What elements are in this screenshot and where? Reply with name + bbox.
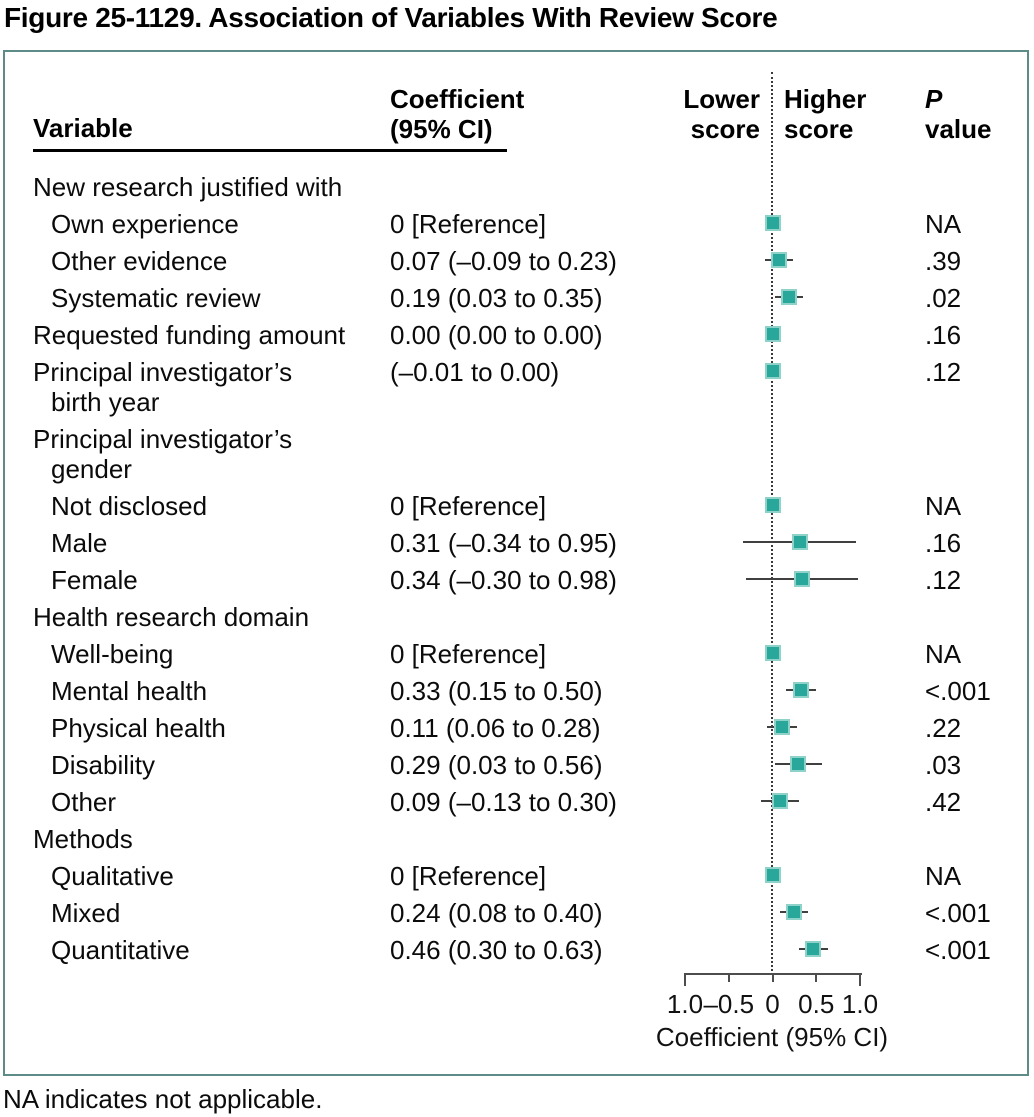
row-coefficient: 0 [Reference]	[390, 209, 547, 239]
forest-marker	[794, 571, 811, 587]
forest-marker	[764, 363, 781, 379]
row-p-value: NA	[925, 491, 962, 521]
row-p-value: .12	[925, 565, 962, 595]
row-label: Male	[51, 528, 108, 558]
row-label: Well-being	[51, 639, 174, 669]
forest-marker	[764, 326, 781, 342]
forest-marker	[774, 719, 791, 735]
x-axis-tick	[859, 973, 861, 986]
figure-footnote: NA indicates not applicable.	[3, 1084, 323, 1114]
row-p-value: <.001	[925, 935, 991, 965]
column-header-coefficient: Coefficient (95% CI)	[390, 84, 525, 144]
row-label: Physical health	[51, 713, 226, 743]
row-label: Mental health	[51, 676, 208, 706]
forest-marker	[764, 497, 781, 513]
row-label-line2: gender	[51, 454, 132, 484]
row-coefficient: 0 [Reference]	[390, 639, 547, 669]
row-p-value: .16	[925, 528, 962, 558]
forest-marker	[793, 682, 810, 698]
x-axis-title: Coefficient (95% CI)	[655, 1022, 889, 1052]
row-p-value: .03	[925, 750, 962, 780]
figure-title: Figure 25-1129. Association of Variables…	[4, 2, 778, 33]
row-p-value: NA	[925, 639, 962, 669]
plot-header-higher-score: Higher score	[784, 84, 867, 144]
row-label: Own experience	[51, 209, 239, 239]
forest-marker	[791, 534, 808, 550]
row-coefficient: 0.31 (–0.34 to 0.95)	[390, 528, 617, 558]
row-coefficient: 0.46 (0.30 to 0.63)	[390, 935, 603, 965]
x-axis-tick-label: 1.0	[841, 989, 879, 1019]
row-coefficient: 0 [Reference]	[390, 491, 547, 521]
zero-reference-line	[771, 72, 773, 975]
forest-marker	[764, 215, 781, 231]
row-label: Principal investigator’s	[33, 424, 293, 454]
header-rule	[33, 149, 507, 152]
x-axis-tick	[771, 973, 774, 982]
figure-frame	[3, 50, 1029, 1076]
row-coefficient: 0.19 (0.03 to 0.35)	[390, 283, 603, 313]
forest-marker	[772, 793, 789, 809]
row-coefficient: 0.07 (–0.09 to 0.23)	[390, 246, 617, 276]
row-p-value: .16	[925, 320, 962, 350]
row-p-value: .02	[925, 283, 962, 313]
row-label: Other evidence	[51, 246, 228, 276]
row-label-line2: birth year	[51, 387, 160, 417]
row-p-value: .39	[925, 246, 962, 276]
row-p-value: .22	[925, 713, 962, 743]
row-p-value: <.001	[925, 898, 991, 928]
forest-marker	[785, 904, 802, 920]
row-coefficient: 0.34 (–0.30 to 0.98)	[390, 565, 617, 595]
row-p-value: NA	[925, 861, 962, 891]
row-coefficient: (–0.01 to 0.00)	[390, 357, 560, 387]
x-axis-tick	[727, 973, 730, 982]
row-coefficient: 0.24 (0.08 to 0.40)	[390, 898, 603, 928]
forest-marker	[770, 252, 787, 268]
x-axis-tick-label: 0	[765, 989, 780, 1019]
forest-marker	[789, 756, 806, 772]
row-coefficient: 0 [Reference]	[390, 861, 547, 891]
row-p-value: .42	[925, 787, 962, 817]
x-axis-tick-label: –0.5	[703, 989, 755, 1019]
column-header-variable: Variable	[33, 113, 133, 143]
plot-header-lower-score: Lower score	[683, 84, 760, 144]
forest-marker	[764, 867, 781, 883]
row-p-value: NA	[925, 209, 962, 239]
x-axis-tick	[815, 973, 818, 982]
x-axis-tick-label: 0.5	[798, 989, 835, 1019]
row-label: Qualitative	[51, 861, 174, 891]
row-coefficient: 0.09 (–0.13 to 0.30)	[390, 787, 617, 817]
row-label: Health research domain	[33, 602, 310, 632]
x-axis-line	[685, 973, 862, 975]
row-label: Not disclosed	[51, 491, 208, 521]
row-coefficient: 0.11 (0.06 to 0.28)	[390, 713, 601, 743]
row-label: Principal investigator’s	[33, 357, 293, 387]
row-coefficient: 0.29 (0.03 to 0.56)	[390, 750, 603, 780]
forest-marker	[781, 289, 798, 305]
x-axis-tick	[684, 973, 686, 986]
row-label: Female	[51, 565, 138, 595]
row-label: Requested funding amount	[33, 320, 346, 350]
row-label: Systematic review	[51, 283, 261, 313]
forest-marker	[764, 645, 781, 661]
row-coefficient: 0.00 (0.00 to 0.00)	[390, 320, 603, 350]
row-label: New research justified with	[33, 172, 343, 202]
row-p-value: .12	[925, 357, 962, 387]
row-label: Disability	[51, 750, 156, 780]
row-label: Other	[51, 787, 117, 817]
x-axis-tick-label: 1.0	[666, 989, 704, 1019]
row-coefficient: 0.33 (0.15 to 0.50)	[390, 676, 603, 706]
row-label: Mixed	[51, 898, 121, 928]
row-label: Methods	[33, 824, 133, 854]
row-label: Quantitative	[51, 935, 190, 965]
forest-marker	[804, 941, 821, 957]
row-p-value: <.001	[925, 676, 991, 706]
